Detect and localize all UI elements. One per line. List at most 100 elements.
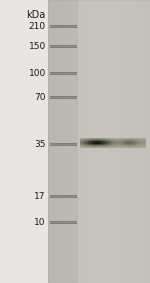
Bar xyxy=(122,141,123,142)
Bar xyxy=(143,143,144,144)
Bar xyxy=(81,146,82,147)
Bar xyxy=(114,138,115,139)
Bar xyxy=(128,146,129,147)
Bar xyxy=(111,140,112,141)
Bar xyxy=(143,145,144,146)
Bar xyxy=(90,139,91,140)
Bar xyxy=(141,142,142,143)
Bar xyxy=(101,145,102,146)
Bar xyxy=(83,139,84,140)
Bar xyxy=(109,143,110,144)
Bar xyxy=(94,145,95,146)
Bar xyxy=(122,147,123,148)
Bar xyxy=(144,145,145,146)
Bar xyxy=(91,147,92,148)
Bar xyxy=(80,145,81,146)
Bar xyxy=(92,146,93,147)
Bar xyxy=(99,143,100,144)
Bar xyxy=(84,145,85,146)
Bar xyxy=(134,145,135,146)
Bar xyxy=(108,142,109,143)
Bar xyxy=(123,138,124,139)
Bar xyxy=(117,146,118,147)
Bar xyxy=(139,143,140,144)
Bar xyxy=(109,144,110,145)
Bar xyxy=(50,97,76,98)
Bar xyxy=(107,147,108,148)
Bar xyxy=(112,143,113,144)
Bar xyxy=(87,140,88,141)
Bar xyxy=(93,146,94,147)
Bar xyxy=(104,146,105,147)
Bar xyxy=(89,139,90,140)
Bar xyxy=(87,143,88,144)
Bar xyxy=(142,139,143,140)
Bar xyxy=(142,147,143,148)
Bar xyxy=(121,147,122,148)
Bar xyxy=(131,145,132,146)
Bar xyxy=(123,144,124,145)
Bar xyxy=(139,140,140,141)
Bar xyxy=(112,145,113,146)
Bar xyxy=(85,143,86,144)
Bar xyxy=(104,0,109,283)
Bar xyxy=(110,143,111,144)
Bar xyxy=(127,141,128,142)
Bar xyxy=(50,46,76,47)
Bar xyxy=(93,139,94,140)
Bar xyxy=(80,143,81,144)
Bar xyxy=(102,138,103,139)
Bar xyxy=(93,142,94,143)
Bar xyxy=(113,145,114,146)
Bar xyxy=(117,139,118,140)
Bar xyxy=(142,141,143,142)
Bar xyxy=(90,138,91,139)
Bar xyxy=(83,140,84,141)
Bar xyxy=(84,144,85,145)
Bar xyxy=(106,139,107,140)
Bar xyxy=(88,143,89,144)
Bar xyxy=(81,144,82,145)
Bar xyxy=(104,140,105,141)
Bar xyxy=(106,141,107,142)
Bar xyxy=(122,138,123,139)
Bar xyxy=(120,143,121,144)
Bar xyxy=(138,139,139,140)
Bar xyxy=(92,147,93,148)
Bar xyxy=(92,141,93,142)
Bar xyxy=(123,142,124,143)
Bar xyxy=(89,144,90,145)
Bar xyxy=(50,73,76,74)
Bar xyxy=(122,145,123,146)
Bar xyxy=(101,140,102,141)
Bar xyxy=(144,141,145,142)
Bar xyxy=(96,140,97,141)
Bar xyxy=(140,140,141,141)
Bar xyxy=(50,72,76,75)
Bar xyxy=(100,145,101,146)
Bar xyxy=(135,147,136,148)
Bar xyxy=(126,145,127,146)
Bar xyxy=(108,141,109,142)
Bar xyxy=(145,140,146,141)
Bar xyxy=(112,139,113,140)
Bar xyxy=(130,145,131,146)
Bar xyxy=(140,138,141,139)
Bar xyxy=(124,138,125,139)
Bar xyxy=(97,138,98,139)
Bar xyxy=(111,144,112,145)
Bar xyxy=(136,139,137,140)
Bar xyxy=(100,142,101,143)
Bar xyxy=(86,144,87,145)
Bar xyxy=(137,147,138,148)
Bar xyxy=(83,147,84,148)
Bar xyxy=(120,145,121,146)
Bar xyxy=(127,146,128,147)
Text: 150: 150 xyxy=(28,42,46,51)
Bar xyxy=(108,139,109,140)
Bar xyxy=(80,141,81,142)
Bar xyxy=(143,146,144,147)
Bar xyxy=(117,144,118,145)
Bar xyxy=(94,140,95,141)
Bar xyxy=(133,140,134,141)
